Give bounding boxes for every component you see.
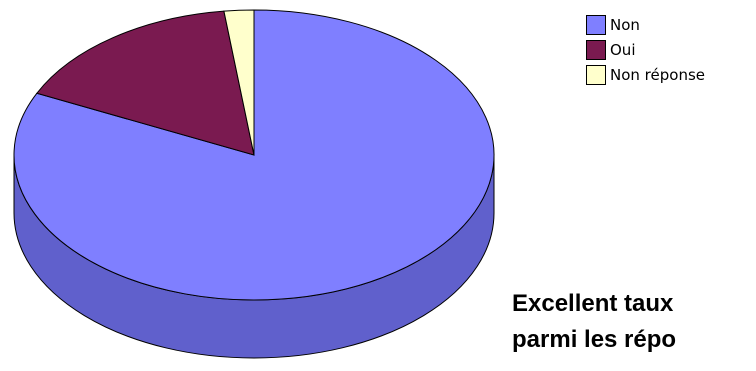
legend-item-non-reponse: Non réponse: [586, 62, 705, 87]
pie-slice-non: [13, 9, 495, 301]
legend-item-non: Non: [586, 12, 705, 37]
legend-swatch-non: [586, 14, 606, 35]
pie-slice-non-reponse: [223, 9, 255, 156]
legend-item-oui: Oui: [586, 37, 705, 62]
legend-label-non-reponse: Non réponse: [610, 65, 705, 84]
caption-line-1: Excellent taux: [512, 290, 674, 317]
caption-line-2: parmi les répo: [512, 326, 677, 353]
legend-label-non: Non: [610, 15, 640, 34]
pie-slice-oui: [35, 10, 255, 156]
legend-label-oui: Oui: [610, 40, 636, 59]
legend-swatch-oui: [586, 39, 606, 60]
legend: Non Oui Non réponse: [586, 12, 705, 87]
legend-swatch-non-reponse: [586, 64, 606, 85]
caption: Excellent taux parmi les répo: [512, 286, 676, 358]
